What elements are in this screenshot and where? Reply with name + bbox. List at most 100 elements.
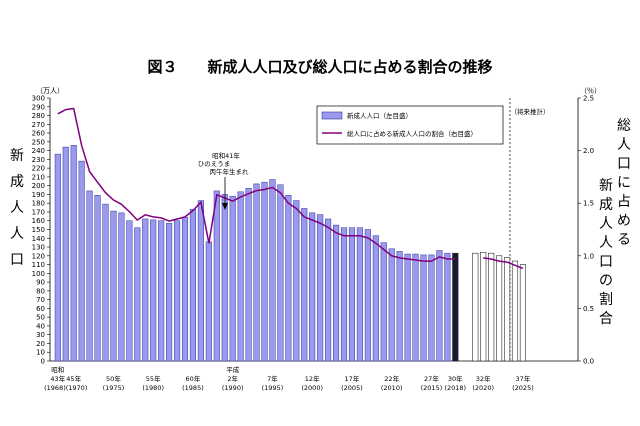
x-label-2018: 30年 [448, 374, 463, 383]
bar-2012 [404, 253, 411, 362]
x-sublabel-1995: (1995) [262, 384, 284, 392]
bar-1983 [174, 220, 181, 362]
left-tick-label: 120 [32, 252, 45, 260]
era-heisei-label: 平成 [226, 365, 240, 374]
legend: 新成人人口（左目盛） 総人口に占める新成人人口の割合（右目盛） [316, 105, 504, 145]
x-sublabel-2025: (2025) [512, 384, 534, 392]
bar-1994 [261, 181, 268, 362]
bar-1982 [166, 223, 173, 362]
left-tick-label: 280 [32, 112, 45, 120]
right-tick-label: 2.0 [583, 147, 594, 155]
left-tick-label: 300 [32, 95, 45, 103]
bar-1984 [181, 216, 189, 362]
bar-1990 [229, 195, 236, 362]
x-sublabel-1980: (1980) [142, 384, 164, 392]
legend-box [316, 105, 504, 145]
x-label-2000: 12年 [305, 374, 320, 383]
era-showa-label: 昭和 [51, 365, 64, 374]
bar-2010 [388, 248, 395, 362]
bar-1971 [78, 160, 85, 362]
bar-2019 [472, 252, 479, 362]
x-sublabel-1985: (1985) [182, 384, 204, 392]
left-tick-label: 150 [32, 226, 45, 234]
right-tick-label: 1.5 [583, 200, 594, 208]
x-label-1968: 43年 [50, 374, 65, 383]
x-sublabel-2010: (2010) [381, 384, 403, 392]
x-label-2020: 32年 [476, 374, 491, 383]
bar-2022 [496, 255, 503, 362]
legend-bar-label: 新成人人口（左目盛） [347, 111, 412, 120]
bar-1986 [197, 200, 204, 362]
x-label-2025: 37年 [516, 374, 531, 383]
bar-1970 [70, 145, 77, 362]
x-sublabel-1975: (1975) [103, 384, 125, 392]
projection-label: （将来推計） [511, 107, 550, 116]
bar-1991 [237, 191, 244, 362]
x-label-2005: 17年 [345, 374, 360, 383]
bar-2011 [396, 251, 403, 362]
bar-2007 [364, 229, 371, 362]
left-tick-label: 0 [41, 358, 45, 366]
annotation-1966: 昭和41年 ひのえうま 丙午年生まれ [198, 151, 249, 210]
x-sublabel-2015: (2015) [421, 384, 443, 392]
left-tick-label: 40 [36, 322, 45, 330]
right-tick-label: 0.5 [583, 305, 594, 313]
bar-2024 [511, 260, 519, 362]
x-label-2015: 27年 [424, 374, 439, 383]
right-axis-unit: （％） [580, 87, 601, 95]
legend-line-label: 総人口に占める新成人人口の割合（右目盛） [347, 129, 477, 138]
bar-2020 [480, 252, 487, 362]
right-axis-ticks: 0.0 0.5 1.0 1.5 2.0 2.5 [578, 95, 594, 366]
bar-1978 [134, 227, 141, 362]
x-label-1970: 45年 [66, 374, 81, 383]
left-tick-label: 130 [32, 244, 45, 252]
left-tick-label: 220 [32, 165, 45, 173]
annotation-arrowhead [222, 203, 228, 210]
x-label-1975: 50年 [106, 374, 121, 383]
right-tick-label: 1.0 [583, 252, 594, 260]
left-tick-label: 160 [32, 217, 45, 225]
left-tick-label: 60 [36, 305, 45, 313]
bar-2004 [340, 227, 348, 362]
left-tick-label: 50 [36, 314, 45, 322]
bar-1975 [110, 210, 117, 362]
left-tick-label: 100 [32, 270, 45, 278]
x-label-1990: 2年 [227, 374, 238, 383]
x-sublabel-1969: (1968)(1970) [44, 384, 87, 392]
bar-2015 [428, 254, 435, 362]
ratio-line [57, 107, 524, 270]
x-label-1985: 60年 [186, 374, 201, 383]
bar-1987 [205, 241, 212, 362]
right-tick-label: 0.0 [583, 358, 594, 366]
left-tick-label: 250 [32, 138, 45, 146]
left-tick-label: 200 [32, 182, 45, 190]
legend-bar-swatch [321, 111, 343, 120]
bar-1993 [253, 183, 260, 362]
bar-1976 [118, 212, 125, 362]
bar-2018 [452, 252, 459, 362]
bar-1977 [126, 220, 133, 362]
bar-1974 [102, 203, 109, 362]
left-tick-label: 170 [32, 208, 45, 216]
x-sublabel-2005: (2005) [341, 384, 363, 392]
left-tick-label: 260 [32, 130, 45, 138]
bar-2002 [325, 218, 332, 362]
chart-title: 図３ 新成人人口及び総人口に占める割合の推移 [147, 58, 492, 76]
x-label-1995: 7年 [267, 374, 278, 383]
bar-2006 [356, 227, 363, 362]
left-tick-label: 30 [36, 331, 45, 339]
bar-1995 [269, 179, 276, 362]
right-tick-label: 2.5 [583, 95, 594, 103]
bar-1979 [142, 218, 149, 362]
left-tick-label: 20 [36, 340, 45, 348]
annotation-line-2: ひのえうま [198, 160, 231, 168]
left-tick-label: 230 [32, 156, 45, 164]
left-tick-label: 180 [32, 200, 45, 208]
bar-2025 [519, 264, 527, 362]
bar-1989 [221, 194, 228, 362]
left-tick-label: 240 [32, 147, 45, 155]
bar-1973 [94, 195, 101, 362]
bar-1992 [245, 188, 252, 362]
bar-2009 [380, 242, 387, 362]
